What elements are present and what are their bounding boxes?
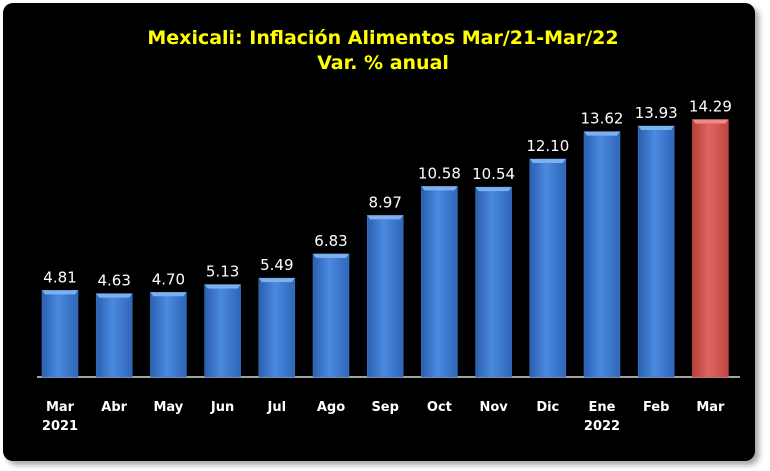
bar-cap-3 (204, 284, 241, 289)
data-label-0: 4.81 (43, 268, 76, 286)
bar-cap-2 (150, 292, 187, 297)
tick-label-4: Jul (267, 400, 287, 415)
bar-cap-9 (529, 158, 566, 163)
tick-label-12: Mar (696, 400, 725, 415)
bar-3 (204, 284, 241, 378)
bar-cap-4 (258, 278, 295, 283)
chart-subtitle: Var. % anual (317, 52, 449, 74)
bar-5 (312, 253, 350, 378)
bar-cap-1 (96, 293, 133, 298)
bar-cap-11 (638, 125, 675, 130)
tick-label-8: Nov (479, 400, 508, 415)
data-label-12: 14.29 (689, 97, 732, 115)
chart-title-block: Mexicali: Inflación Alimentos Mar/21-Mar… (0, 26, 766, 76)
tick-label-10: Ene (589, 400, 616, 415)
bar-cap-5 (313, 253, 349, 258)
tick-label-10-line2: 2022 (584, 419, 620, 434)
bar-7 (421, 186, 458, 378)
data-label-7: 10.58 (418, 164, 461, 182)
tick-label-11: Feb (643, 400, 669, 415)
bar-9 (529, 158, 567, 378)
tick-label-0: Mar (46, 400, 75, 415)
bar-cap-0 (42, 290, 78, 295)
bar-2 (150, 292, 187, 378)
bar-1 (95, 293, 133, 378)
bar-cap-8 (475, 187, 512, 192)
bar-cap-6 (367, 215, 404, 220)
bar-cap-12 (692, 119, 729, 124)
data-label-6: 8.97 (368, 193, 401, 211)
bar-12 (692, 119, 729, 378)
bar-0 (41, 290, 79, 378)
data-label-3: 5.13 (206, 263, 239, 281)
data-label-9: 12.10 (526, 137, 569, 155)
bar-cap-10 (584, 131, 620, 136)
data-label-8: 10.54 (472, 165, 515, 183)
data-label-2: 4.70 (152, 270, 185, 288)
bar-10 (583, 131, 621, 378)
tick-label-1: Abr (101, 400, 127, 415)
bar-cap-7 (421, 186, 458, 191)
bar-11 (637, 125, 675, 378)
bar-4 (258, 277, 296, 378)
tick-label-2: May (154, 400, 184, 415)
tick-label-7: Oct (427, 400, 452, 415)
data-label-11: 13.93 (635, 104, 678, 122)
data-label-1: 4.63 (97, 272, 130, 290)
tick-label-0-line2: 2021 (42, 419, 78, 434)
data-label-5: 6.83 (314, 232, 347, 250)
tick-label-6: Sep (371, 400, 399, 415)
bar-8 (475, 186, 512, 378)
tick-label-5: Ago (317, 400, 345, 415)
bar-6 (366, 215, 404, 378)
data-label-10: 13.62 (581, 110, 624, 128)
tick-label-3: Jun (210, 400, 234, 415)
tick-label-9: Dic (536, 400, 559, 415)
data-label-4: 5.49 (260, 256, 293, 274)
chart-title: Mexicali: Inflación Alimentos Mar/21-Mar… (147, 27, 619, 49)
